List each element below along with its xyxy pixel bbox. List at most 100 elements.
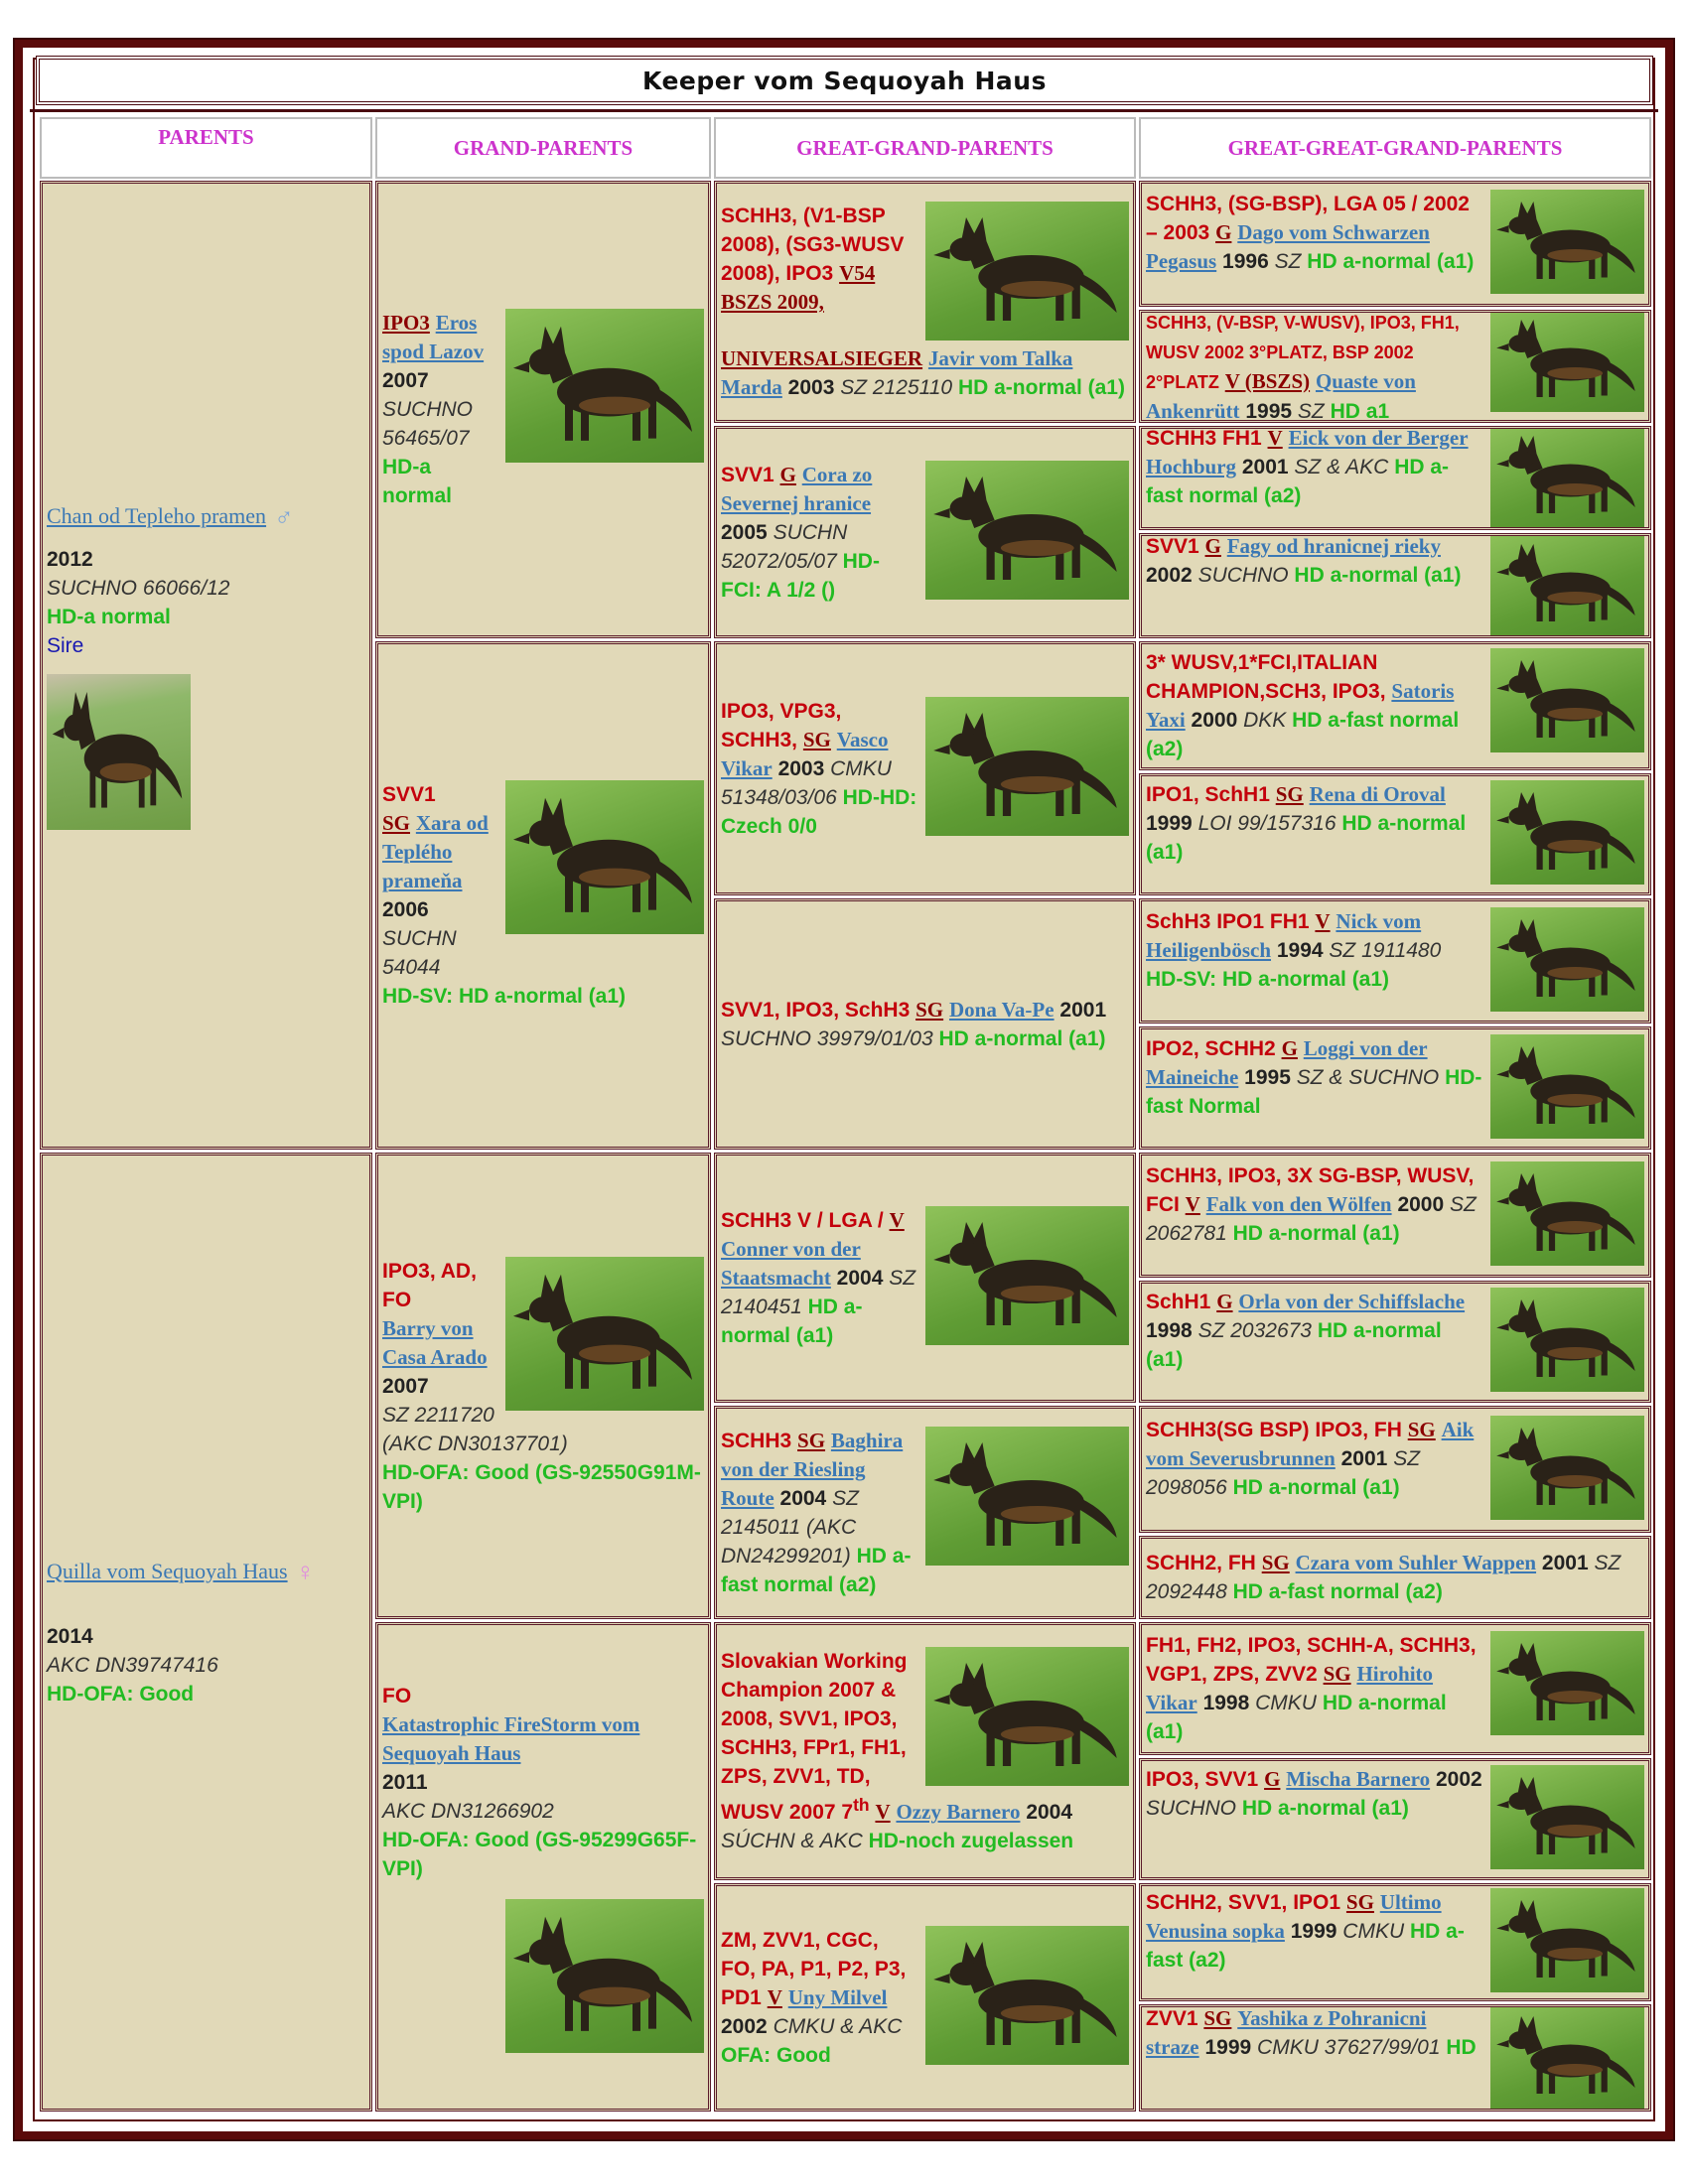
registry-number: AKC DN31266902 [382, 1799, 554, 1823]
dog-photo [505, 1256, 704, 1411]
sire-name-link[interactable]: Chan od Tepleho pramen [47, 502, 267, 528]
hip-rating: HD a-fast normal (a2) [1232, 1580, 1443, 1603]
rating-link[interactable]: SG [1323, 1662, 1351, 1686]
rating-link[interactable]: G [1264, 1767, 1281, 1791]
dog-name-link[interactable]: Uny Milvel [787, 1984, 888, 2009]
dog-name-link[interactable]: Ozzy Barnero [896, 1800, 1021, 1824]
grandparents-cell: IPO3, AD, FO Barry von Casa Arado 2007 S… [375, 1153, 711, 1619]
rating-link[interactable]: V [1315, 908, 1331, 933]
sire-registry: SUCHNO 66066/12 [47, 576, 230, 600]
dog-photo [1490, 1631, 1644, 1735]
dog-photo [1490, 313, 1644, 412]
rating-link[interactable]: SG [802, 727, 831, 751]
great-great-grandparents-cell: SCHH3 FH1 V Eick von der Berger Hochburg… [1139, 426, 1651, 530]
titles-text: SchH3 IPO1 FH1 [1146, 909, 1310, 933]
dog-name-link[interactable]: Rena di Oroval [1309, 782, 1446, 806]
dog-name-link[interactable]: Eros spod Lazov [382, 311, 485, 363]
dog-name-link[interactable]: Mischa Barnero [1286, 1767, 1431, 1791]
birth-year: 2000 [1191, 709, 1238, 732]
registry-number: SUCHNO [1146, 1797, 1237, 1820]
dog-name-link[interactable]: Ultimo Venusina sopka [1146, 1890, 1442, 1943]
title-box: Keeper vom Sequoyah Haus [36, 56, 1653, 105]
rating-link[interactable]: G [1204, 533, 1221, 558]
rating-link[interactable]: V [889, 1207, 905, 1232]
rating-link[interactable]: SG [1345, 1890, 1374, 1914]
rating-link[interactable]: V54 BSZS 2009, UNIVERSALSIEGER [721, 261, 923, 370]
rating-link[interactable]: SG [1203, 2005, 1232, 2030]
birth-year: 1998 [1146, 1319, 1193, 1342]
titles-text: SCHH2, FH [1146, 1552, 1256, 1574]
dog-name-link[interactable]: Xara od Teplého prameňa [382, 811, 489, 892]
rating-link[interactable]: SG [382, 811, 411, 835]
rating-link[interactable]: G [779, 462, 796, 486]
registry-number: SUCHNO [1197, 563, 1289, 587]
dam-name-link[interactable]: Quilla vom Sequoyah Haus [47, 1558, 288, 1583]
birth-year: 2002 [721, 2014, 768, 2038]
rating-link[interactable]: V [767, 1984, 782, 2009]
dog-name-link[interactable]: Vasco Vikar [721, 727, 889, 780]
great-great-grandparents-cell: IPO3, SVV1 G Mischa Barnero 2002 SUCHNO … [1139, 1758, 1651, 1880]
birth-year: 2003 [777, 756, 825, 780]
dog-name-link[interactable]: Hirohito Vikar [1146, 1662, 1434, 1714]
birth-year: 2002 [1435, 1768, 1482, 1791]
titles-text: FO [382, 1684, 412, 1707]
dog-name-link[interactable]: Barry von Casa Arado [382, 1315, 488, 1369]
hip-rating: HD-HD: Czech 0/0 [721, 785, 917, 838]
great-great-grandparents-cell: SCHH3, (SG-BSP), LGA 05 / 2002 – 2003 G … [1139, 181, 1651, 307]
rating-link[interactable]: V (BSZS) [1224, 368, 1311, 393]
dog-name-link[interactable]: Javir vom Talka Marda [721, 346, 1073, 399]
registry-number: SZ 1911480 [1329, 938, 1442, 962]
hip-rating: HD a-fast (a2) [1146, 1920, 1465, 1972]
dog-name-link[interactable]: Satoris Yaxi [1146, 679, 1455, 732]
titles-text: SchH1 [1146, 1291, 1211, 1313]
birth-year: 2007 [382, 369, 429, 392]
dog-photo [1490, 1033, 1644, 1139]
title-divider [30, 109, 1658, 112]
rating-link[interactable]: SG [1407, 1417, 1436, 1441]
hip-rating: HD-OFA: Good (GS-95299G65F-VPI) [382, 1828, 697, 1880]
header-parents: PARENTS [40, 117, 372, 179]
rating-link[interactable]: G [1281, 1035, 1298, 1060]
dog-name-link[interactable]: Cora zo Severnej hranice [721, 462, 873, 515]
dog-name-link[interactable]: Katastrophic FireStorm vom Sequoyah Haus [382, 1711, 640, 1765]
rating-link[interactable]: G [1216, 1290, 1233, 1313]
hip-rating: HD a-fast normal (a2) [1146, 456, 1450, 507]
dam-year: 2014 [47, 1624, 93, 1648]
dog-name-link[interactable]: Orla von der Schiffslache [1238, 1290, 1466, 1313]
dog-name-link[interactable]: Yashika z Pohranicni straze [1146, 2005, 1427, 2059]
dog-name-link[interactable]: Dona Va-Pe [948, 997, 1055, 1022]
rating-link[interactable]: SG [797, 1428, 826, 1452]
hip-rating: HD a-normal (a1) [957, 376, 1125, 399]
rating-link[interactable]: V [875, 1800, 891, 1824]
dog-name-link[interactable]: Nick vom Heiligenbösch [1146, 908, 1422, 962]
great-great-grandparents-cell: IPO2, SCHH2 G Loggi von der Maineiche 19… [1139, 1026, 1651, 1150]
rating-link[interactable]: G [1215, 220, 1232, 244]
header-great-grand-parents: GREAT-GRAND-PARENTS [714, 117, 1136, 179]
dog-photo [1490, 780, 1644, 885]
birth-year: 1998 [1202, 1692, 1250, 1714]
dog-name-link[interactable]: Falk von den Wölfen [1205, 1191, 1392, 1216]
dog-photo [925, 1647, 1129, 1786]
dog-name-link[interactable]: Czara vom Suhler Wappen [1295, 1551, 1537, 1574]
header-grand-parents: GRAND-PARENTS [375, 117, 711, 179]
dog-name-link[interactable]: Baghira von der Riesling Route [721, 1428, 904, 1510]
rating-link[interactable]: V [1267, 426, 1283, 450]
dog-name-link[interactable]: Conner von der Staatsmacht [721, 1236, 861, 1290]
rating-link[interactable]: V [1185, 1191, 1200, 1216]
rating-link[interactable]: SG [915, 997, 944, 1022]
dog-name-link[interactable]: Loggi von der Maineiche [1146, 1035, 1428, 1089]
rating-link[interactable]: IPO3 [382, 311, 430, 335]
hip-rating: HD a-normal (a1) [1241, 1797, 1409, 1820]
rating-link[interactable]: SG [1261, 1551, 1290, 1574]
hip-rating: HD-FCI: A 1/2 () [721, 549, 880, 602]
rating-link[interactable]: SG [1275, 782, 1304, 806]
dog-name-link[interactable]: Fagy od hranicnej rieky [1226, 533, 1441, 558]
registry-number: CMKU 37627/99/01 [1257, 2035, 1441, 2059]
hip-rating: HD a-normal (a1) [1232, 1475, 1400, 1499]
dog-name-link[interactable]: Quaste von Ankenrütt [1146, 368, 1416, 423]
registry-number: SZ 2032673 [1197, 1319, 1312, 1342]
hip-rating: HD a-normal (a1) [1307, 250, 1475, 273]
dog-name-link[interactable]: Eick von der Berger Hochburg [1146, 426, 1469, 478]
dog-name-link[interactable]: Aik vom Severusbrunnen [1146, 1417, 1475, 1470]
dog-name-link[interactable]: Dago vom Schwarzen Pegasus [1146, 220, 1430, 273]
